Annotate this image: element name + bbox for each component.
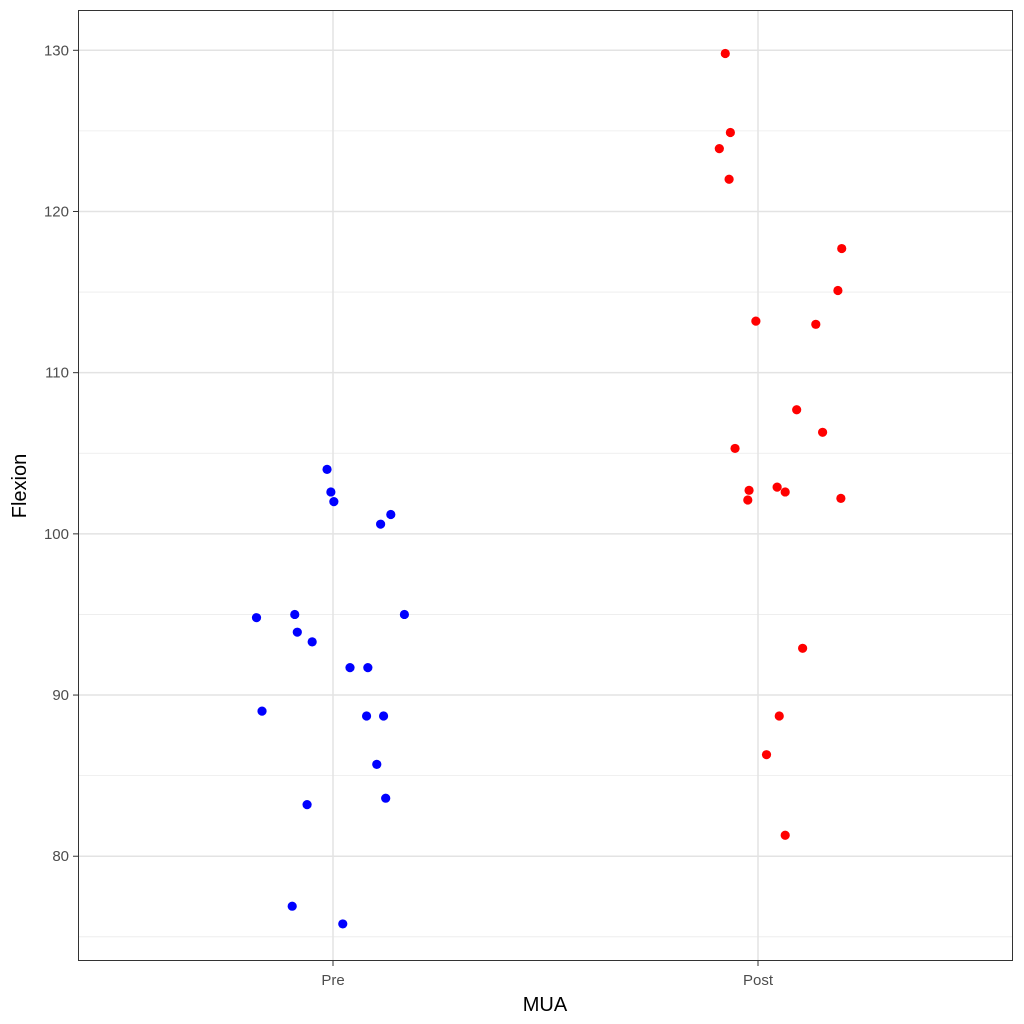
data-point-pre <box>322 464 332 474</box>
major-gridlines <box>78 10 1013 961</box>
data-point-pre <box>399 609 409 620</box>
y-tick-label: 130 <box>44 42 69 59</box>
data-point-pre <box>372 759 382 769</box>
data-point-pre <box>251 613 262 623</box>
data-point-post <box>724 174 734 184</box>
x-tick-label-post: Post <box>743 972 774 989</box>
y-tick-label: 120 <box>44 203 69 220</box>
data-point-pre <box>287 901 297 911</box>
y-axis-title: Flexion <box>9 454 31 518</box>
data-points <box>251 48 847 929</box>
data-point-pre <box>363 663 373 673</box>
y-tick-label: 90 <box>52 687 69 704</box>
y-tick-label: 100 <box>44 526 69 543</box>
plot-panel <box>78 10 1013 961</box>
data-point-pre <box>381 793 391 803</box>
data-point-post <box>714 144 724 154</box>
data-point-pre <box>326 487 336 497</box>
data-point-pre <box>257 706 267 716</box>
data-point-post <box>730 443 740 454</box>
plot-panel-border <box>78 10 1013 961</box>
data-point-post <box>818 427 828 437</box>
data-point-post <box>774 711 784 721</box>
data-point-post <box>833 285 843 296</box>
x-axis-title: MUA <box>523 994 568 1016</box>
data-point-pre <box>345 663 355 673</box>
data-point-pre <box>338 919 348 929</box>
x-tick-label-pre: Pre <box>321 972 344 989</box>
data-point-pre <box>386 509 396 520</box>
y-axis: 80 90 100 110 120 130 <box>44 42 78 865</box>
data-point-pre <box>307 637 317 647</box>
minor-gridlines <box>78 130 1013 938</box>
x-axis: Pre Post <box>321 961 774 989</box>
data-point-post <box>780 830 790 840</box>
data-point-post <box>792 405 802 415</box>
data-point-post <box>761 750 772 760</box>
data-point-pre <box>292 627 302 637</box>
data-point-pre <box>376 519 386 529</box>
data-point-post <box>751 316 761 326</box>
data-point-post <box>720 48 730 59</box>
data-point-post <box>811 319 821 329</box>
data-point-pre <box>302 800 312 810</box>
data-point-post <box>744 485 754 495</box>
y-tick-label: 80 <box>52 848 69 865</box>
data-point-pre <box>361 711 372 721</box>
data-point-post <box>780 487 790 497</box>
y-tick-label: 110 <box>45 365 69 382</box>
data-point-pre <box>378 711 389 721</box>
data-point-pre <box>329 497 339 507</box>
data-point-pre <box>290 609 300 620</box>
data-point-post <box>798 643 808 653</box>
data-point-post <box>772 482 782 492</box>
data-point-post <box>725 127 735 138</box>
data-point-post <box>743 495 753 505</box>
data-point-post <box>836 493 846 503</box>
data-point-post <box>837 243 847 254</box>
